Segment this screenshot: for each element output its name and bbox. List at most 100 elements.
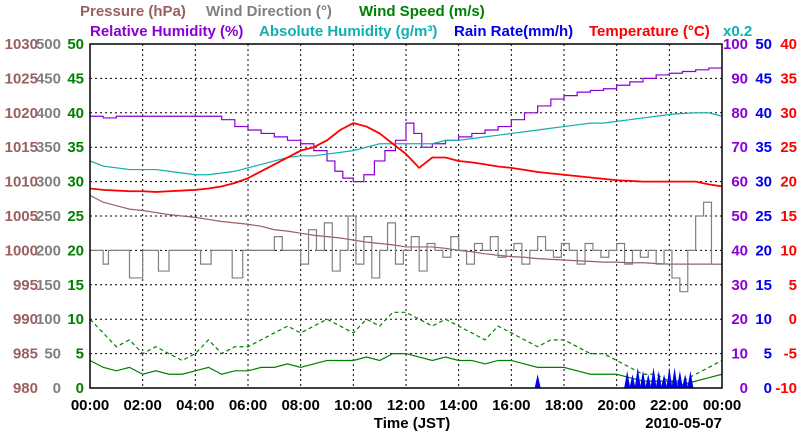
- x-axis-label: Time (JST): [374, 415, 450, 432]
- tick-rain: 5: [764, 346, 772, 363]
- tick-x: 10:00: [334, 397, 372, 414]
- tick-wind_dir: 200: [36, 242, 61, 259]
- tick-x: 12:00: [387, 397, 425, 414]
- tick-temp: 30: [780, 105, 797, 122]
- tick-temp: 5: [789, 277, 797, 294]
- series-temp: [89, 122, 723, 193]
- legend-ah: Absolute Humidity (g/m³): [259, 23, 437, 40]
- rain-bar: [640, 370, 646, 388]
- tick-pressure: 1020: [5, 105, 38, 122]
- tick-temp: -10: [775, 380, 797, 397]
- tick-temp: 25: [780, 139, 797, 156]
- tick-temp: 0: [789, 311, 797, 328]
- rain-bar: [676, 370, 683, 388]
- tick-wind_dir: 350: [36, 139, 61, 156]
- tick-wind_speed: 30: [67, 174, 84, 191]
- tick-pressure: 1025: [5, 70, 38, 87]
- rain-bar: [666, 367, 673, 388]
- legend-wind_dir: Wind Direction (°): [206, 3, 332, 20]
- tick-pressure: 1010: [5, 174, 38, 191]
- rain-bar: [629, 374, 636, 388]
- series-ah: [89, 112, 723, 176]
- legend-ah_scale: x0.2: [723, 23, 752, 40]
- tick-pressure: 1005: [5, 208, 38, 225]
- tick-wind_speed: 45: [67, 70, 84, 87]
- tick-wind_dir: 300: [36, 174, 61, 191]
- tick-pressure: 985: [13, 346, 38, 363]
- tick-x: 02:00: [123, 397, 161, 414]
- tick-rh: 60: [731, 174, 748, 191]
- tick-rh: 90: [731, 70, 748, 87]
- tick-wind_speed: 20: [67, 242, 84, 259]
- tick-wind_dir: 100: [36, 311, 61, 328]
- tick-rain: 10: [755, 311, 772, 328]
- tick-pressure: 980: [13, 380, 38, 397]
- tick-wind_dir: 150: [36, 277, 61, 294]
- tick-x: 16:00: [492, 397, 530, 414]
- tick-x: 00:00: [703, 397, 741, 414]
- tick-rain: 20: [755, 242, 772, 259]
- tick-rh: 30: [731, 277, 748, 294]
- rain-bar: [687, 370, 694, 388]
- rain-bar: [645, 374, 652, 388]
- tick-rain: 25: [755, 208, 772, 225]
- tick-rain: 50: [755, 36, 772, 53]
- legend-pressure: Pressure (hPa): [80, 3, 186, 20]
- tick-pressure: 1015: [5, 139, 38, 156]
- tick-wind_speed: 5: [76, 346, 84, 363]
- tick-pressure: 1000: [5, 242, 38, 259]
- tick-wind_speed: 0: [76, 380, 84, 397]
- tick-rain: 40: [755, 105, 772, 122]
- tick-wind_speed: 40: [67, 105, 84, 122]
- plot-frame: [89, 43, 723, 389]
- tick-rh: 80: [731, 105, 748, 122]
- tick-wind_speed: 25: [67, 208, 84, 225]
- tick-x: 18:00: [545, 397, 583, 414]
- tick-wind_speed: 35: [67, 139, 84, 156]
- tick-wind_dir: 250: [36, 208, 61, 225]
- legend-temp: Temperature (°C): [589, 23, 710, 40]
- tick-wind_speed: 15: [67, 277, 84, 294]
- rain-bar: [682, 374, 689, 388]
- tick-temp: 10: [780, 242, 797, 259]
- tick-wind_dir: 400: [36, 105, 61, 122]
- tick-wind_dir: 450: [36, 70, 61, 87]
- tick-x: 00:00: [71, 397, 109, 414]
- tick-temp: 35: [780, 70, 797, 87]
- tick-wind_speed: 10: [67, 311, 84, 328]
- date-label: 2010-05-07: [645, 415, 722, 432]
- tick-rh: 100: [723, 36, 748, 53]
- series-wind_dir: [90, 201, 723, 293]
- tick-rh: 20: [731, 311, 748, 328]
- rain-bar: [661, 374, 668, 388]
- series-pressure: [89, 194, 722, 265]
- rain-bar: [534, 374, 541, 388]
- rain-bar: [650, 367, 657, 388]
- tick-rain: 15: [755, 277, 772, 294]
- tick-temp: -5: [784, 346, 797, 363]
- tick-x: 14:00: [439, 397, 477, 414]
- tick-rain: 0: [764, 380, 772, 397]
- tick-x: 06:00: [229, 397, 267, 414]
- rain-bar: [624, 370, 631, 388]
- tick-x: 04:00: [176, 397, 214, 414]
- series-wind_speed: [89, 353, 723, 386]
- tick-rh: 0: [740, 380, 748, 397]
- rain-bar: [671, 367, 678, 388]
- tick-wind_dir: 0: [53, 380, 61, 397]
- tick-pressure: 995: [13, 277, 38, 294]
- legend-wind_speed: Wind Speed (m/s): [359, 3, 485, 20]
- tick-x: 20:00: [597, 397, 635, 414]
- tick-wind_dir: 500: [36, 36, 61, 53]
- tick-rh: 50: [731, 208, 748, 225]
- tick-wind_dir: 50: [44, 346, 61, 363]
- tick-x: 22:00: [650, 397, 688, 414]
- tick-rain: 45: [755, 70, 772, 87]
- series-rh: [90, 67, 722, 183]
- legend-rain: Rain Rate(mm/h): [454, 23, 573, 40]
- tick-temp: 15: [780, 208, 797, 225]
- tick-rh: 40: [731, 242, 748, 259]
- rain-bar: [655, 370, 662, 388]
